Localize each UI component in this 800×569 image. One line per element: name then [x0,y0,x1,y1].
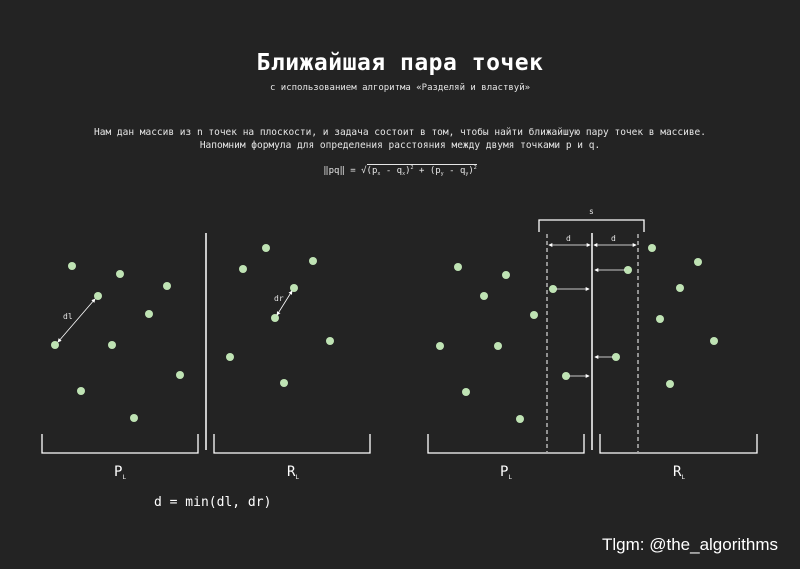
point [530,311,538,319]
pl-label: PL [114,464,126,481]
point [549,285,557,293]
point [116,270,124,278]
point [612,353,620,361]
pl-bracket [427,434,585,454]
point [226,353,234,361]
dr-label: dr [274,294,284,303]
page-title: Ближайшая пара точек [256,50,544,76]
point [309,257,317,265]
point [51,341,59,349]
point [280,379,288,387]
point [676,284,684,292]
dl-label: dl [63,312,73,321]
point [494,342,502,350]
point [130,414,138,422]
point [454,263,462,271]
point [656,315,664,323]
left-panel: dl dr PL RL d = min(dl, dr) [41,233,371,510]
point [710,337,718,345]
point [262,244,270,252]
points-left-rl [226,244,334,387]
description-line-2: Напомним формула для определения расстоя… [199,140,601,151]
dr-arrow [276,290,293,316]
point [502,271,510,279]
description-line-1: Нам дан массив из n точек на плоскости, … [94,127,706,138]
distance-formula: ‖pq‖ = √(px - qx)2 + (py - qy)2 [0,164,800,177]
point [480,292,488,300]
point [516,415,524,423]
point [94,292,102,300]
point [326,337,334,345]
rl-label: RL [673,464,685,481]
point [290,284,298,292]
point [68,262,76,270]
point [648,244,656,252]
rl-bracket [599,434,758,454]
point [562,372,570,380]
d-label-left: d [566,234,571,243]
point [176,371,184,379]
point [145,310,153,318]
rl-label: RL [287,464,299,481]
point [239,265,247,273]
points-left-pl [51,262,184,422]
point [624,266,632,274]
dl-arrow [57,298,96,343]
right-panel: s d d [427,207,758,481]
credit-text: Tlgm: @the_algorithms [602,535,778,554]
d-label-right: d [611,234,616,243]
point [694,258,702,266]
page-subtitle: с использованием алгоритма «Разделяй и в… [269,83,531,93]
point [666,380,674,388]
formula-radicand: (px - qx)2 + (py - qy)2 [366,164,477,177]
point [77,387,85,395]
s-bracket [538,219,645,232]
pl-bracket [41,434,199,454]
result-formula: d = min(dl, dr) [154,495,271,510]
point [271,314,279,322]
points-right-rl [612,244,718,388]
formula-lhs: ‖pq‖ = [323,166,362,176]
formula-root-sign: √ [361,166,367,176]
point [436,342,444,350]
point [163,282,171,290]
pl-label: PL [500,464,512,481]
point [108,341,116,349]
point [462,388,470,396]
rl-bracket [213,434,371,454]
points-right-pl [436,263,570,423]
s-label: s [589,207,594,216]
